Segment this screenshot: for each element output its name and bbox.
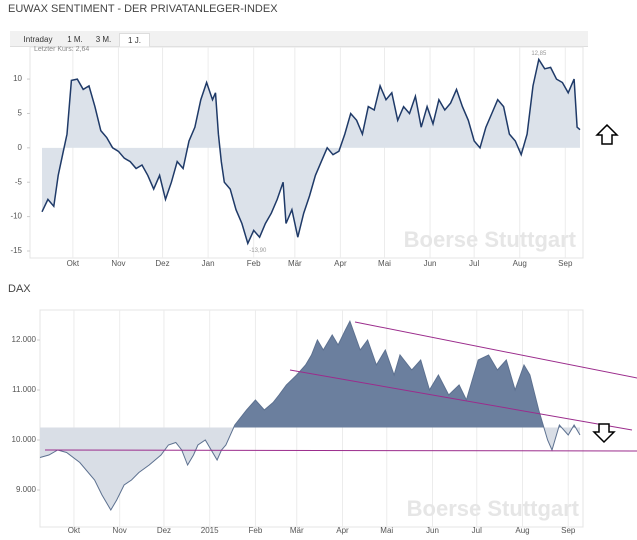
y-tick-label: 11.000 xyxy=(12,385,36,394)
y-tick-label: -10 xyxy=(10,212,22,221)
min-label: -13,90 xyxy=(249,248,267,254)
trend-line xyxy=(289,369,633,431)
x-tick-label: Nov xyxy=(113,526,127,535)
line xyxy=(39,320,581,511)
last-price: Letzter Kurs: 2,64 xyxy=(34,46,89,53)
down-arrow xyxy=(592,423,616,444)
max-label: 12,85 xyxy=(531,51,547,57)
x-tick-label: Dez xyxy=(157,526,171,535)
trend-line xyxy=(44,449,637,452)
x-tick-label: Mai xyxy=(378,259,391,268)
x-tick-label: Aug xyxy=(513,259,527,268)
x-tick-label: Jun xyxy=(424,259,437,268)
chart-title: DAX xyxy=(8,283,31,295)
y-tick-label: 12.000 xyxy=(12,335,37,344)
y-tick-label: 9.000 xyxy=(16,485,37,494)
y-tick-label: 10 xyxy=(13,74,22,83)
x-tick-label: Mär xyxy=(288,259,302,268)
area-fill xyxy=(40,321,580,428)
x-tick-label: Feb xyxy=(249,526,263,535)
x-tick-label: Apr xyxy=(334,259,347,268)
y-tick-label: 5 xyxy=(18,109,23,118)
x-tick-label: Sep xyxy=(561,526,576,535)
x-tick-label: Sep xyxy=(558,259,573,268)
plot-frame xyxy=(29,46,584,259)
x-tick-label: Jul xyxy=(469,259,479,268)
x-tick-label: Nov xyxy=(111,259,125,268)
x-tick-label: 2015 xyxy=(201,526,219,535)
x-tick-label: Mai xyxy=(380,526,393,535)
watermark: Boerse Stuttgart xyxy=(404,227,577,252)
x-tick-label: Mär xyxy=(290,526,304,535)
area-fill xyxy=(42,59,580,148)
y-tick-label: -5 xyxy=(15,177,23,186)
up-arrow xyxy=(595,123,619,145)
x-tick-label: Jan xyxy=(202,259,215,268)
watermark: Boerse Stuttgart xyxy=(407,496,580,521)
range-tab[interactable]: 1 M. xyxy=(67,35,83,44)
plot-frame xyxy=(39,309,584,528)
y-tick-label: 10.000 xyxy=(12,435,37,444)
x-tick-label: Dez xyxy=(155,259,169,268)
range-tab[interactable]: 3 M. xyxy=(95,35,112,44)
y-tick-label: 0 xyxy=(18,143,23,152)
x-tick-label: Feb xyxy=(247,259,261,268)
x-tick-label: Jul xyxy=(472,526,482,535)
trend-line xyxy=(354,321,637,379)
chart-title: EUWAX SENTIMENT - DER PRIVATANLEGER-INDE… xyxy=(8,3,278,15)
x-tick-label: Apr xyxy=(336,526,349,535)
x-tick-label: Jun xyxy=(426,526,439,535)
range-tab[interactable]: Intraday xyxy=(23,35,53,44)
line xyxy=(41,57,581,246)
x-tick-label: Okt xyxy=(67,259,80,268)
range-tab[interactable]: 1 J. xyxy=(119,33,150,47)
area-fill xyxy=(40,427,580,510)
y-tick-label: -15 xyxy=(10,246,22,255)
area-fill xyxy=(42,147,524,244)
x-tick-label: Okt xyxy=(68,526,81,535)
x-tick-label: Aug xyxy=(515,526,529,535)
